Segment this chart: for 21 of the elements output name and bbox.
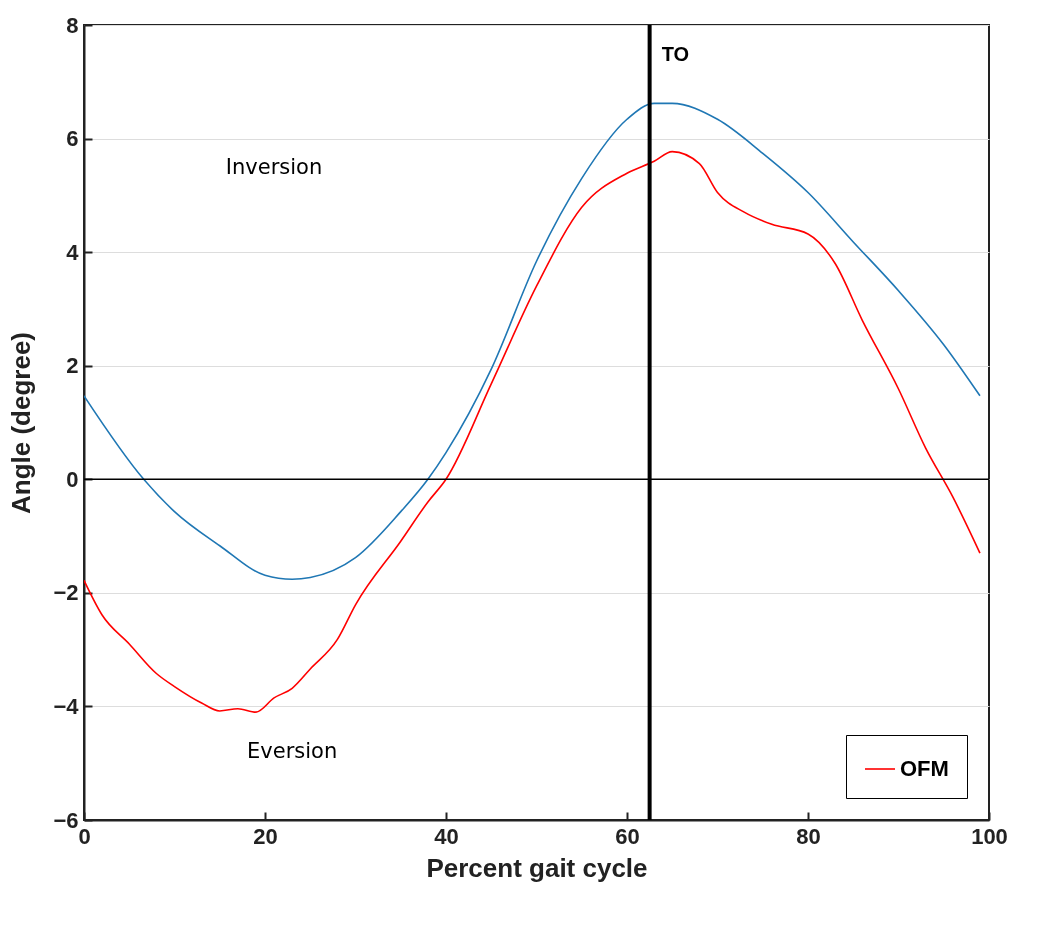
y-tick-label: 6 [66,126,79,152]
y-tick-label: −6 [53,807,79,833]
annotation: Inversion [225,155,323,180]
annotation: Eversion [247,739,338,764]
y-axis-title: Angle (degree) [6,331,37,515]
x-tick-label: 100 [971,823,1008,849]
ref-line-label: TO [661,43,690,65]
y-tick-label: 2 [66,353,79,379]
y-tick-label: 0 [66,466,79,492]
legend-label: OFM [900,756,949,781]
x-axis-title: Percent gait cycle [426,852,648,883]
x-tick-label: 20 [253,823,278,849]
line-series [84,102,981,581]
x-tick-label: 40 [434,823,459,849]
y-tick-label: −2 [53,580,79,606]
x-tick-label: 80 [796,823,821,849]
y-tick-label: 4 [66,239,80,265]
y-tick-label: 8 [66,12,79,38]
line-series [84,150,981,713]
x-tick-label: 60 [615,823,640,849]
y-tick-label: −4 [53,693,80,719]
